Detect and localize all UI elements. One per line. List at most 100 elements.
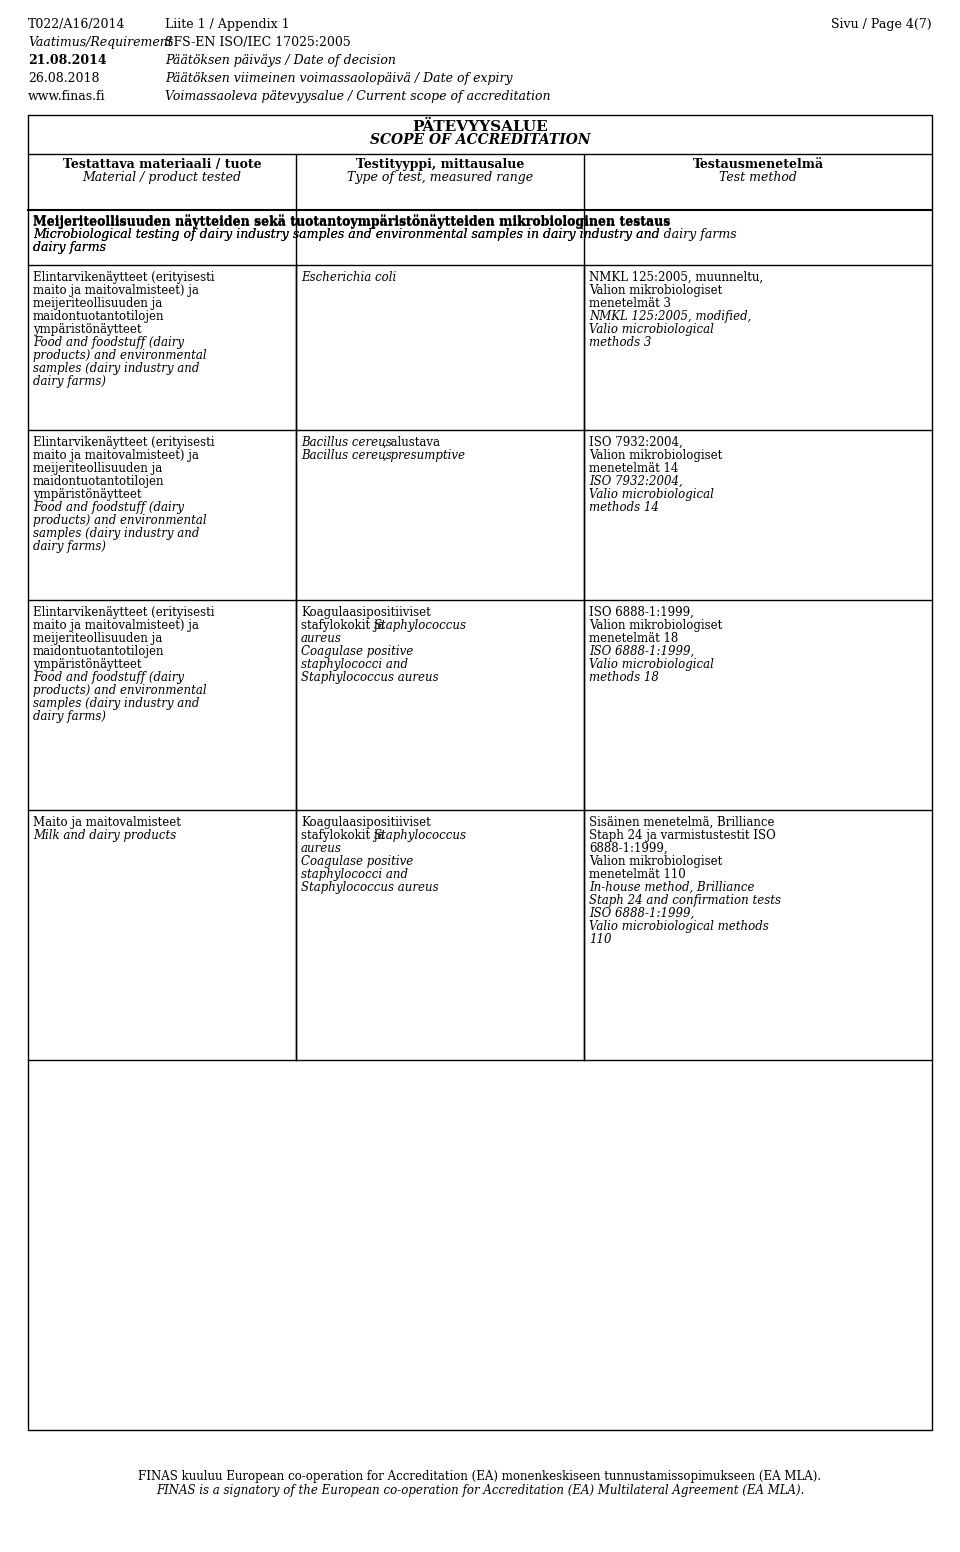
Text: Test method: Test method: [719, 171, 797, 185]
Text: Coagulase positive: Coagulase positive: [301, 855, 413, 868]
Text: Elintarvikenäytteet (erityisesti: Elintarvikenäytteet (erityisesti: [33, 436, 214, 449]
Text: Koagulaasipositiiviset: Koagulaasipositiiviset: [301, 605, 431, 619]
Text: Päätöksen viimeinen voimassaolopäivä / Date of expiry: Päätöksen viimeinen voimassaolopäivä / D…: [165, 71, 513, 85]
Text: dairy farms: dairy farms: [33, 241, 106, 255]
Text: maito ja maitovalmisteet) ja: maito ja maitovalmisteet) ja: [33, 619, 199, 632]
Text: Type of test, measured range: Type of test, measured range: [347, 171, 533, 185]
Text: Bacillus cereus: Bacillus cereus: [301, 436, 392, 449]
Text: Valion mikrobiologiset: Valion mikrobiologiset: [589, 855, 722, 868]
Text: Testityyppi, mittausalue: Testityyppi, mittausalue: [356, 158, 524, 171]
Text: aureus: aureus: [301, 843, 342, 855]
Text: , presumptive: , presumptive: [383, 449, 465, 462]
Text: Bacillus cereus: Bacillus cereus: [301, 449, 392, 462]
Text: 6888-1:1999,: 6888-1:1999,: [589, 843, 667, 855]
Text: Staphylococcus: Staphylococcus: [374, 829, 467, 843]
Text: meijeriteollisuuden ja: meijeriteollisuuden ja: [33, 296, 162, 310]
Text: dairy farms: dairy farms: [33, 241, 106, 255]
Text: dairy farms): dairy farms): [33, 709, 106, 723]
Text: staphylococci and: staphylococci and: [301, 658, 408, 670]
Text: Valio microbiological: Valio microbiological: [589, 658, 714, 670]
Text: ISO 7932:2004,: ISO 7932:2004,: [589, 436, 683, 449]
Text: 26.08.2018: 26.08.2018: [28, 71, 100, 85]
Text: Food and foodstuff (dairy: Food and foodstuff (dairy: [33, 501, 184, 514]
Text: Päätöksen päiväys / Date of decision: Päätöksen päiväys / Date of decision: [165, 54, 396, 67]
Text: menetelmät 18: menetelmät 18: [589, 632, 679, 646]
Text: SCOPE OF ACCREDITATION: SCOPE OF ACCREDITATION: [370, 133, 590, 147]
Text: ISO 6888-1:1999,: ISO 6888-1:1999,: [589, 646, 694, 658]
Text: Food and foodstuff (dairy: Food and foodstuff (dairy: [33, 335, 184, 349]
Text: Elintarvikenäytteet (erityisesti: Elintarvikenäytteet (erityisesti: [33, 605, 214, 619]
Text: Testausmenetelmä: Testausmenetelmä: [692, 158, 824, 171]
Text: maidontuotantotilojen: maidontuotantotilojen: [33, 475, 164, 487]
Text: Staphylococcus: Staphylococcus: [374, 619, 467, 632]
Text: FINAS kuuluu European co-operation for Accreditation (EA) monenkeskiseen tunnust: FINAS kuuluu European co-operation for A…: [138, 1470, 822, 1484]
Text: 21.08.2014: 21.08.2014: [28, 54, 107, 67]
Text: dairy farms): dairy farms): [33, 376, 106, 388]
Text: Koagulaasipositiiviset: Koagulaasipositiiviset: [301, 816, 431, 829]
Text: Vaatimus/Requirement: Vaatimus/Requirement: [28, 36, 173, 50]
Text: Escherichia coli: Escherichia coli: [301, 272, 396, 284]
Text: T022/A16/2014: T022/A16/2014: [28, 19, 126, 31]
Text: Valion mikrobiologiset: Valion mikrobiologiset: [589, 449, 722, 462]
Text: menetelmät 110: menetelmät 110: [589, 868, 685, 882]
Text: menetelmät 3: menetelmät 3: [589, 296, 671, 310]
Text: Voimassaoleva pätevyysalue / Current scope of accreditation: Voimassaoleva pätevyysalue / Current sco…: [165, 90, 550, 102]
Text: In-house method, Brilliance: In-house method, Brilliance: [589, 882, 755, 894]
Text: products) and environmental: products) and environmental: [33, 514, 206, 528]
Text: Testattava materiaali / tuote: Testattava materiaali / tuote: [62, 158, 261, 171]
Text: Meijeriteollisuuden näytteiden sekä tuotantoympäristönäytteiden mikrobiologinen : Meijeriteollisuuden näytteiden sekä tuot…: [33, 214, 670, 228]
Text: Sisäinen menetelmä, Brilliance: Sisäinen menetelmä, Brilliance: [589, 816, 775, 829]
Text: methods 3: methods 3: [589, 335, 652, 349]
Text: methods 18: methods 18: [589, 670, 659, 684]
Text: maito ja maitovalmisteet) ja: maito ja maitovalmisteet) ja: [33, 284, 199, 296]
Text: SFS-EN ISO/IEC 17025:2005: SFS-EN ISO/IEC 17025:2005: [165, 36, 350, 50]
Text: Staphylococcus aureus: Staphylococcus aureus: [301, 882, 439, 894]
Text: menetelmät 14: menetelmät 14: [589, 462, 679, 475]
Text: NMKL 125:2005, muunneltu,: NMKL 125:2005, muunneltu,: [589, 272, 763, 284]
Text: NMKL 125:2005, modified,: NMKL 125:2005, modified,: [589, 310, 752, 323]
Text: Elintarvikenäytteet (erityisesti: Elintarvikenäytteet (erityisesti: [33, 272, 214, 284]
Text: Valio microbiological: Valio microbiological: [589, 323, 714, 335]
Text: Microbiological testing of dairy industry samples and environmental samples in d: Microbiological testing of dairy industr…: [33, 228, 660, 241]
Text: maito ja maitovalmisteet) ja: maito ja maitovalmisteet) ja: [33, 449, 199, 462]
Text: Valio microbiological methods: Valio microbiological methods: [589, 920, 769, 933]
Text: maidontuotantotilojen: maidontuotantotilojen: [33, 310, 164, 323]
Text: samples (dairy industry and: samples (dairy industry and: [33, 362, 200, 376]
Text: products) and environmental: products) and environmental: [33, 349, 206, 362]
Text: , alustava: , alustava: [383, 436, 440, 449]
Text: Valion mikrobiologiset: Valion mikrobiologiset: [589, 619, 722, 632]
Text: Valion mikrobiologiset: Valion mikrobiologiset: [589, 284, 722, 296]
Text: Maito ja maitovalmisteet: Maito ja maitovalmisteet: [33, 816, 180, 829]
Text: staphylococci and: staphylococci and: [301, 868, 408, 882]
Text: Valio microbiological: Valio microbiological: [589, 487, 714, 501]
Text: maidontuotantotilojen: maidontuotantotilojen: [33, 646, 164, 658]
Text: meijeriteollisuuden ja: meijeriteollisuuden ja: [33, 462, 162, 475]
Text: Coagulase positive: Coagulase positive: [301, 646, 413, 658]
Text: Staph 24 ja varmistustestit ISO: Staph 24 ja varmistustestit ISO: [589, 829, 776, 843]
Text: ympäristönäytteet: ympäristönäytteet: [33, 487, 141, 501]
Text: Food and foodstuff (dairy: Food and foodstuff (dairy: [33, 670, 184, 684]
Text: Milk and dairy products: Milk and dairy products: [33, 829, 177, 843]
Text: stafylokokit ja: stafylokokit ja: [301, 619, 388, 632]
Text: ympäristönäytteet: ympäristönäytteet: [33, 323, 141, 335]
Text: FINAS is a signatory of the European co-operation for Accreditation (EA) Multila: FINAS is a signatory of the European co-…: [156, 1484, 804, 1498]
Text: Sivu / Page 4(7): Sivu / Page 4(7): [831, 19, 932, 31]
Text: PÄTEVYYSALUE: PÄTEVYYSALUE: [412, 120, 548, 133]
Text: products) and environmental: products) and environmental: [33, 684, 206, 697]
Text: Liite 1 / Appendix 1: Liite 1 / Appendix 1: [165, 19, 290, 31]
Text: dairy farms): dairy farms): [33, 540, 106, 553]
Text: methods 14: methods 14: [589, 501, 659, 514]
Text: www.finas.fi: www.finas.fi: [28, 90, 106, 102]
Text: Material / product tested: Material / product tested: [83, 171, 242, 185]
Text: ympäristönäytteet: ympäristönäytteet: [33, 658, 141, 670]
Text: 110: 110: [589, 933, 612, 947]
Text: Meijeriteollisuuden näytteiden sekä tuotantoympäristönäytteiden mikrobiologinen : Meijeriteollisuuden näytteiden sekä tuot…: [33, 216, 670, 228]
Text: ISO 7932:2004,: ISO 7932:2004,: [589, 475, 683, 487]
Text: stafylokokit ja: stafylokokit ja: [301, 829, 388, 843]
Bar: [28, 115, 932, 1429]
Text: aureus: aureus: [301, 632, 342, 646]
Text: samples (dairy industry and: samples (dairy industry and: [33, 697, 200, 709]
Text: meijeriteollisuuden ja: meijeriteollisuuden ja: [33, 632, 162, 646]
Text: ISO 6888-1:1999,: ISO 6888-1:1999,: [589, 906, 694, 920]
Text: Staphylococcus aureus: Staphylococcus aureus: [301, 670, 439, 684]
